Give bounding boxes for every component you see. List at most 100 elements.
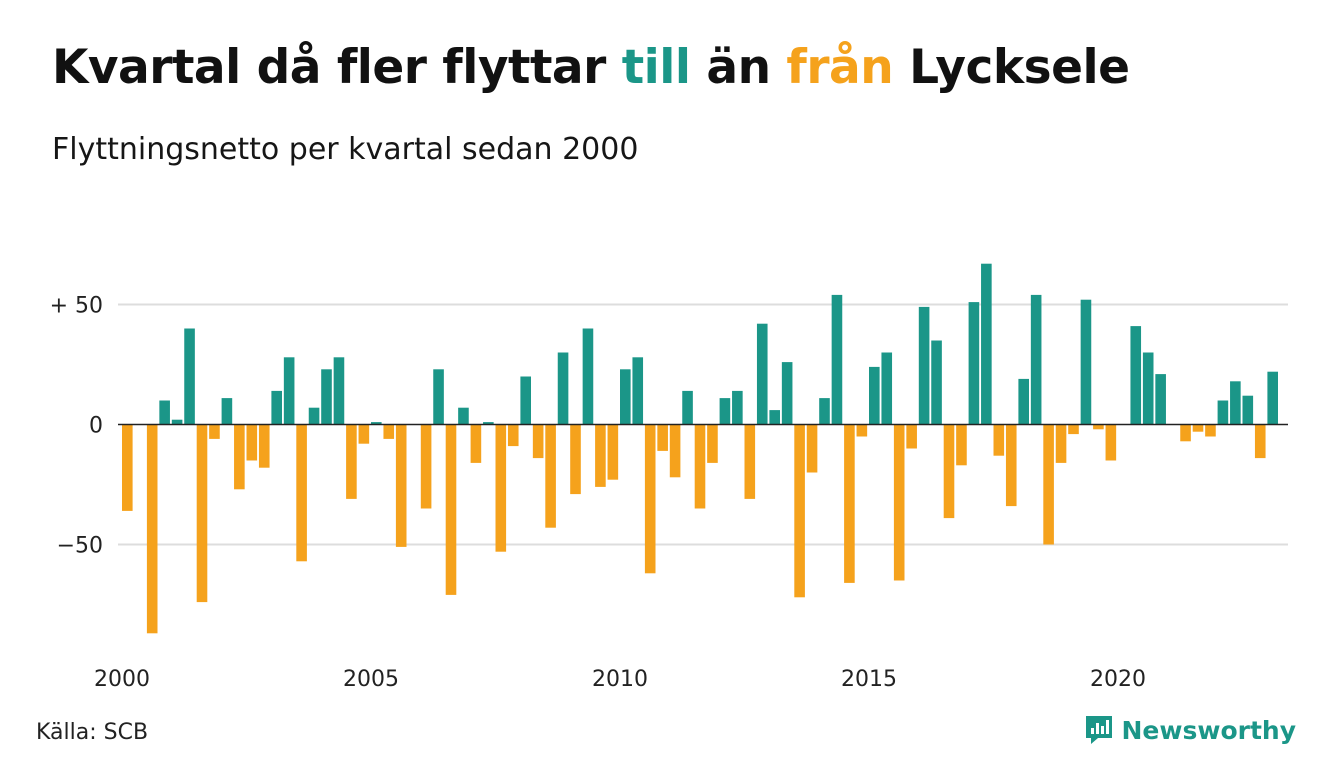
bar-positive [632,357,644,425]
bar-positive [1267,371,1278,425]
y-tick-label: 0 [89,414,103,439]
bar-positive [1018,378,1029,425]
x-tick-label: 2005 [343,667,399,692]
bar-negative [246,424,258,461]
bar-negative [1205,424,1216,437]
bar-negative [844,424,855,583]
bar-negative [122,424,133,511]
bar-positive [1142,352,1154,425]
bar-negative [545,424,556,528]
bar-positive [458,407,469,425]
bar-positive [483,422,494,425]
bar-positive [159,400,170,425]
bar-positive [781,362,793,425]
bar-positive [1230,381,1241,425]
bar-positive [333,357,345,425]
bar-negative [258,424,270,468]
bar-negative [694,424,706,509]
bar-positive [171,419,183,425]
bar-positive [732,390,743,425]
bar-positive [1217,400,1229,425]
bar-positive [831,294,843,425]
brand-logo: Newsworthy [1084,714,1297,746]
bar-negative [395,424,407,547]
bar-negative [644,424,656,574]
chart-subtitle: Flyttningsnetto per kvartal sedan 2000 [52,132,639,167]
bar-negative [856,424,868,437]
bar-negative [1105,424,1117,461]
bar-negative [146,424,158,634]
bar-positive [1130,326,1142,425]
bar-positive [719,398,731,425]
bar-negative [943,424,955,519]
y-tick-label: + 50 [50,294,103,319]
bar-negative [532,424,544,459]
bar-positive [869,366,880,425]
title-part-2: än [690,40,787,95]
bar-positive [1155,374,1166,425]
bar-positive [271,390,282,425]
bar-negative [893,424,905,581]
x-tick-label: 2015 [841,667,897,692]
y-tick-label: −50 [57,534,103,559]
bar-negative [445,424,457,595]
bar-negative [420,424,432,509]
bar-positive [1030,294,1042,425]
bar-negative [906,424,917,449]
bar-positive [308,407,320,425]
bar-positive [756,323,768,425]
y-axis-ticks: + 50 0 −50 [50,294,103,559]
bar-negative [669,424,681,478]
bar-positive [221,398,233,425]
bar-negative [495,424,507,552]
bar-negative [744,424,756,499]
bar-negative [358,424,370,444]
bar-negative [1055,424,1067,463]
bar-positive [819,398,830,425]
bar-negative [507,424,519,447]
bar-positive [931,340,942,425]
chart-title: Kvartal då fler flyttar till än från Lyc… [52,40,1130,95]
bar-positive [371,422,382,425]
title-highlight-till: till [621,40,691,95]
bar-negative [234,424,245,490]
bar-negative [1043,424,1054,545]
title-part-1: Kvartal då fler flyttar [52,40,622,95]
gridlines [118,303,1288,546]
bar-positive [1080,299,1092,425]
bar-positive [321,369,332,425]
bar-negative [1068,424,1079,435]
bar-negative [1180,424,1191,442]
bar-negative [1093,424,1104,430]
source-note: Källa: SCB [36,720,149,745]
bar-negative [794,424,805,598]
bar-positive [283,357,295,425]
brand-name: Newsworthy [1121,715,1297,745]
bar-negative [470,424,482,463]
x-tick-label: 2010 [592,667,648,692]
bar-negative [1192,424,1204,432]
title-highlight-fran: från [786,40,894,95]
bar-negative [196,424,208,603]
bar-negative [296,424,307,562]
bar-negative [595,424,606,487]
bar-negative [993,424,1005,456]
bar-positive [881,352,893,425]
bar-positive [918,306,930,425]
bar-positive [981,263,992,425]
bar-negative [383,424,395,439]
bar-positive [968,302,980,425]
newsworthy-logo-icon [1085,716,1112,744]
bar-positive [433,369,444,425]
x-tick-label: 2020 [1090,667,1146,692]
bar-positive [1242,395,1254,425]
bar-positive [620,369,631,425]
title-part-3: Lycksele [893,40,1130,95]
bar-positive [769,410,780,425]
bars [122,263,1278,634]
bar-negative [707,424,718,463]
bar-negative [607,424,619,480]
bar-negative [209,424,220,439]
x-tick-label: 2000 [94,667,150,692]
